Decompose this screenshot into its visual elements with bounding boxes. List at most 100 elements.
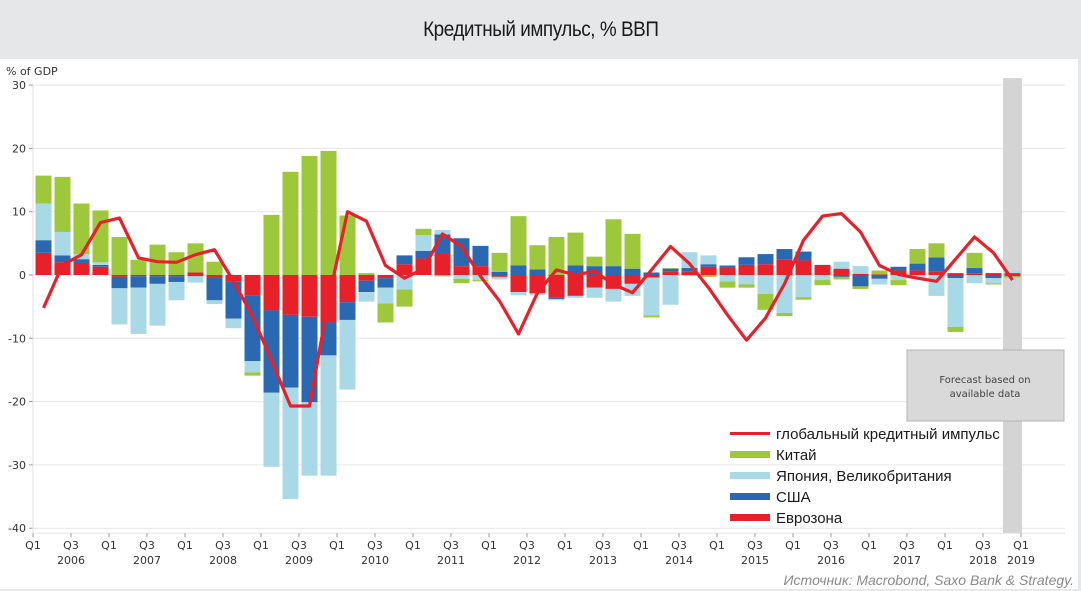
bar-china [548,237,565,275]
bar-eurozone [35,252,52,275]
bar-usa [776,249,793,260]
bar-japan_uk [586,287,603,298]
bar-eurozone [795,260,812,275]
bar-eurozone [567,275,584,296]
bar-usa [852,275,869,287]
forecast-band [1003,78,1022,534]
bar-china [643,315,660,318]
forecast-note-line-2: available data [950,389,1021,400]
bar-japan_uk [548,299,565,301]
bar-china [567,232,584,266]
bar-usa [35,240,52,253]
x-tick-label-quarter: Q1 [481,539,497,552]
bar-japan_uk [453,275,470,279]
bar-eurozone [225,275,242,282]
bar-japan_uk [567,295,584,298]
y-tick-label: -40 [8,522,26,535]
bar-eurozone [453,266,470,275]
bar-usa [814,264,831,266]
x-tick-label-quarter: Q3 [63,539,79,552]
bar-japan_uk [35,203,52,241]
bar-japan_uk [149,283,166,326]
bar-usa [662,268,679,272]
bar-china [1004,276,1021,278]
y-axis-unit-label: % of GDP [6,65,58,78]
bar-eurozone [301,275,318,317]
forecast-note-box [906,349,1065,422]
bar-japan_uk [225,318,242,329]
bar-china [738,284,755,288]
x-tick-label-year: 2015 [741,554,769,567]
legend-item-japan_uk: Япония, Великобритания [730,468,952,485]
chart-panel: 30 20 10 0 -10 -20 -30 -40 Q1 Q3 2006 Q1 Q3 2007 Q1 Q3 2… [0,59,1078,589]
bar-eurozone [111,275,128,277]
bar-eurozone [472,266,489,275]
bar-usa [282,314,299,388]
bar-china [282,171,299,275]
x-tick-label-quarter: Q3 [519,539,535,552]
bar-china [453,278,470,284]
bar-japan_uk [358,292,375,302]
bar-usa [681,268,698,272]
grid-lines [33,84,1065,529]
bar-usa [871,275,888,279]
bar-china [358,273,375,275]
x-tick-label-quarter: Q3 [823,539,839,552]
legend-swatch-eurozone [730,514,770,521]
legend: глобальный кредитный импульс Китай Япония,… [730,426,1000,527]
bar-eurozone [510,275,527,293]
bar-eurozone [187,272,204,275]
bar-eurozone [624,275,641,284]
legend-swatch-global [730,432,770,435]
x-tick-label-quarter: Q1 [329,539,345,552]
forecast-band-layer [1003,78,1022,534]
bar-usa [377,278,394,288]
bar-china [814,280,831,286]
bar-japan_uk [73,254,90,260]
bar-china [529,245,546,270]
x-tick-label-quarter: Q1 [25,539,41,552]
bar-usa [985,275,1002,279]
bar-layer [35,150,1021,500]
bar-japan_uk [168,281,185,301]
bar-usa [339,302,356,320]
bar-eurozone [852,273,869,275]
bar-japan_uk [719,275,736,282]
bar-japan_uk [396,275,413,290]
bar-usa [966,268,983,274]
bar-usa [149,276,166,284]
bar-japan_uk [871,278,888,285]
bar-china [700,275,717,277]
bar-eurozone [130,275,147,277]
bar-china [415,228,432,236]
bar-eurozone [263,275,280,311]
bar-japan_uk [434,230,451,235]
bar-usa [301,316,318,403]
bar-usa [415,250,432,259]
bar-japan_uk [339,319,356,390]
bar-japan_uk [282,387,299,500]
bar-usa [358,280,375,293]
x-tick-label-quarter: Q1 [937,539,953,552]
bar-japan_uk [662,275,679,305]
bar-china [472,280,489,282]
x-tick-label-quarter: Q1 [557,539,573,552]
y-tick-label: -20 [8,396,26,409]
bar-china [662,268,679,269]
bar-china [795,297,812,300]
bar-china [491,252,508,272]
x-tick-label-year: 2017 [893,554,921,567]
legend-item-eurozone: Еврозона [730,510,843,527]
bar-china [244,372,261,376]
bar-usa [719,265,736,268]
bar-china [852,286,869,289]
legend-label-global: глобальный кредитный импульс [776,426,1000,443]
bar-japan_uk [111,288,128,325]
bar-eurozone [738,264,755,275]
bar-usa [795,251,812,261]
line-layer [42,210,1014,408]
bar-eurozone [909,270,926,275]
bar-eurozone [377,275,394,279]
source-note: Источник: Macrobond, Saxo Bank & Strateg… [784,572,1074,588]
bar-eurozone [282,275,299,315]
